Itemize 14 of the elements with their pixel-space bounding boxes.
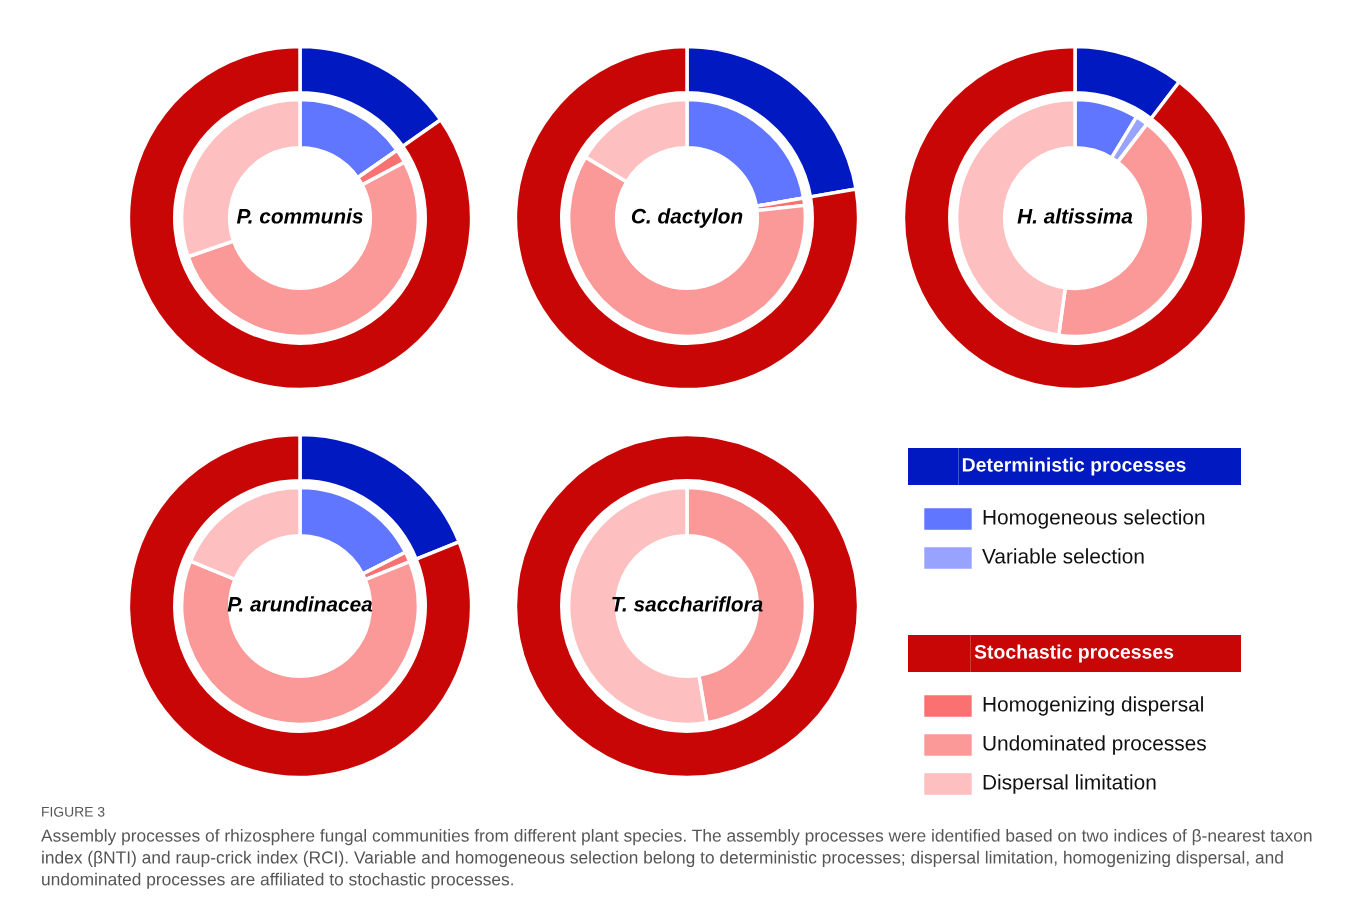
legend-label: Homogeneous selection bbox=[983, 509, 1205, 529]
text: P. arundinacea bbox=[227, 596, 373, 612]
text: Assembly processes of rhizosphere fungal communities from different plant species. The assembly processes were identified based on two indices of β-nearest taxon index (βNTI) and raup-crick index (RCI). Variable and homogeneous selection belong to deterministic processes; dispersal limitation, homogenizing dispersal, and undominated processes are affiliated to stochastic processes. bbox=[41, 829, 1312, 889]
legend-label: Undominated processes bbox=[983, 735, 1206, 755]
text: H. altissima bbox=[1017, 208, 1133, 224]
legend-label: Deterministic processes bbox=[962, 457, 1186, 476]
legend-label: Homogenizing dispersal bbox=[983, 696, 1203, 716]
text: T. sacchariflora bbox=[612, 596, 763, 612]
legend-label: Stochastic processes bbox=[974, 644, 1174, 663]
caption: FIGURE 3 bbox=[42, 806, 105, 817]
text: C. dactylon bbox=[631, 208, 743, 228]
legend-label: Variable selection bbox=[982, 548, 1144, 564]
text: P. communis bbox=[236, 208, 363, 224]
legend-label: Dispersal limitation bbox=[983, 774, 1156, 794]
